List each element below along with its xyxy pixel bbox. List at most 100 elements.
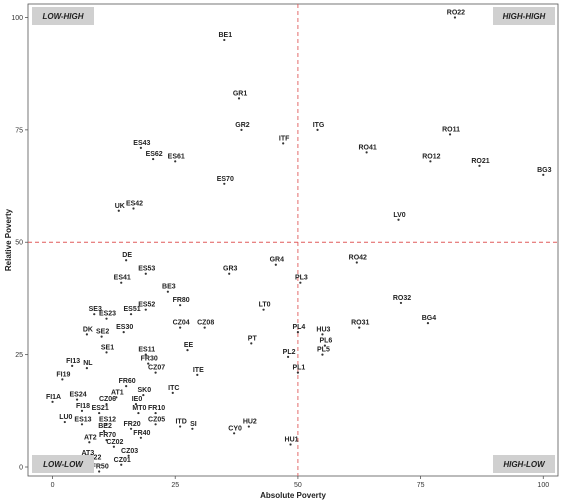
point-group: PL4 (292, 324, 305, 334)
point-group: ES21 (92, 405, 109, 415)
point-label: PL5 (317, 347, 330, 354)
point-label: RO42 (349, 254, 367, 261)
point-group: BG3 (537, 167, 552, 176)
point-label: CZ06 (99, 396, 116, 403)
point-label: CZ04 (173, 320, 190, 327)
point-group: FR40 (133, 430, 151, 439)
point-label: HU2 (243, 419, 257, 426)
point-label: IE0 (132, 396, 143, 403)
point-label: UK (115, 203, 125, 210)
point-group: CZ01 (114, 457, 131, 466)
point-label: RO31 (351, 320, 369, 327)
data-point (100, 335, 103, 338)
data-point (122, 331, 125, 334)
point-group: CZ04 (173, 320, 190, 329)
point-label: MT0 (132, 405, 146, 412)
point-group: PL5 (317, 347, 330, 356)
point-group: UK (115, 203, 125, 212)
point-label: FI1A (46, 394, 61, 401)
data-point (120, 281, 123, 284)
point-group: CZ08 (197, 320, 214, 329)
point-group: BE3 (162, 284, 176, 293)
point-group: GR1 (233, 90, 247, 100)
data-point (233, 432, 236, 435)
point-label: GR2 (235, 122, 250, 129)
point-group: ITE (193, 367, 204, 376)
data-point (71, 364, 74, 367)
data-point (203, 326, 206, 329)
point-label: GR4 (270, 257, 285, 264)
data-point (191, 427, 194, 430)
data-point (399, 301, 403, 305)
point-label: RO41 (358, 144, 376, 151)
point-group: FR70 (99, 432, 116, 442)
data-point (282, 142, 285, 145)
point-label: AT2 (84, 434, 97, 441)
axis-ticks: 0 25 50 75 100 0 25 50 75 100 (11, 15, 549, 489)
data-point (127, 454, 130, 457)
data-point (166, 290, 169, 293)
point-label: ITF (279, 135, 290, 142)
point-group: ES70 (217, 176, 234, 185)
point-group: RO12 (422, 153, 441, 163)
point-group: NL (83, 360, 93, 370)
point-label: LV0 (393, 212, 405, 219)
point-group: ES41 (114, 275, 131, 284)
point-group: DK (83, 326, 93, 336)
data-point (262, 308, 265, 311)
point-label: BG3 (537, 167, 552, 174)
x-tick-label: 25 (171, 482, 179, 489)
point-group: FR30 (141, 356, 158, 365)
point-label: BE2 (98, 423, 112, 430)
data-point (139, 436, 142, 439)
quadrant-label-box (32, 455, 94, 473)
point-label: CZ08 (197, 320, 214, 327)
data-point (105, 423, 108, 426)
point-label: ITG (313, 122, 325, 129)
data-point (247, 425, 250, 428)
point-label: ES43 (133, 140, 150, 147)
point-label: CY0 (228, 425, 242, 432)
point-label: RO22 (447, 9, 465, 16)
data-point (75, 398, 79, 401)
data-point (365, 151, 368, 154)
point-group: ES51 (123, 306, 141, 316)
point-group: PL6 (319, 338, 332, 347)
point-group: PL2 (283, 349, 296, 358)
x-tick-label: 100 (537, 482, 549, 489)
data-point (358, 326, 361, 329)
point-group: IE0 (132, 396, 143, 406)
quadrant-label-top-right: HIGH-HIGH (493, 7, 555, 25)
data-point (144, 353, 147, 356)
quadrant-label-text: LOW-LOW (43, 460, 84, 469)
y-tick-label: 75 (15, 127, 23, 134)
point-group: HU1 (285, 437, 299, 446)
data-point (85, 333, 88, 336)
point-group: ES53 (138, 266, 155, 275)
point-group: SK0 (138, 387, 151, 397)
point-group: ES62 (146, 151, 163, 161)
point-label: ES53 (138, 266, 155, 273)
quadrant-label-text: LOW-HIGH (42, 12, 83, 21)
point-label: ES23 (99, 311, 116, 318)
point-group: LU0 (59, 414, 73, 424)
quadrant-label-box (493, 7, 555, 25)
data-point (323, 344, 326, 347)
data-point (112, 445, 115, 448)
point-group: ES30 (116, 324, 133, 334)
data-point (152, 157, 155, 161)
point-label: PL6 (319, 338, 332, 345)
reference-lines (28, 4, 558, 476)
point-group: ES24 (70, 392, 87, 401)
y-tick-label: 50 (15, 240, 23, 247)
data-point (125, 384, 128, 388)
point-group: ES12 (99, 416, 116, 426)
point-label: FI19 (56, 371, 70, 378)
point-label: PL4 (292, 324, 305, 331)
data-point (61, 378, 64, 381)
point-label: SI (190, 421, 197, 428)
data-point (179, 304, 182, 307)
point-label: PL1 (292, 365, 305, 372)
